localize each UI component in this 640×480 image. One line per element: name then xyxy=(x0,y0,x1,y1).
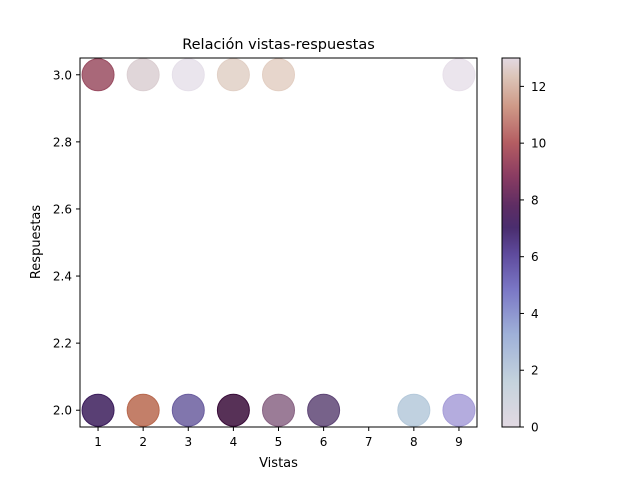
colorbar-tick-label: 12 xyxy=(531,80,546,94)
colorbar-tick-label: 4 xyxy=(531,307,539,321)
colorbar-tick-label: 10 xyxy=(531,137,546,151)
colorbar-axis: 0 2 4 6 8 10 12 xyxy=(520,80,546,435)
scatter-point xyxy=(126,393,160,427)
y-tick-label: 2.6 xyxy=(53,202,72,216)
x-tick-label: 9 xyxy=(455,435,463,449)
colorbar-tick-label: 2 xyxy=(531,364,539,378)
scatter-point xyxy=(81,393,115,427)
scatter-point xyxy=(442,58,476,92)
colorbar xyxy=(501,57,521,428)
scatter-point xyxy=(216,58,250,92)
x-axis: 1 2 3 4 5 6 7 8 9 xyxy=(94,427,463,449)
points-layer xyxy=(81,58,476,427)
scatter-point xyxy=(442,393,476,427)
scatter-point xyxy=(171,393,205,427)
y-tick-label: 2.0 xyxy=(53,404,72,418)
x-tick-label: 3 xyxy=(184,435,192,449)
x-tick-label: 5 xyxy=(275,435,283,449)
y-tick-label: 2.2 xyxy=(53,337,72,351)
scatter-point xyxy=(216,393,250,427)
plot-frame xyxy=(79,57,478,428)
x-axis-label: Vistas xyxy=(259,456,298,471)
y-axis-label: Respuestas xyxy=(29,205,44,280)
scatter-point xyxy=(262,393,295,427)
y-tick-label: 2.4 xyxy=(53,270,72,284)
scatter-point xyxy=(81,58,115,92)
scatter-point xyxy=(307,393,341,427)
colorbar-tick-label: 6 xyxy=(531,250,539,264)
x-tick-label: 2 xyxy=(139,435,147,449)
scatter-point xyxy=(262,58,295,92)
x-tick-label: 8 xyxy=(410,435,418,449)
x-tick-label: 4 xyxy=(230,435,238,449)
scatter-point xyxy=(171,58,205,92)
scatter-point xyxy=(126,58,160,92)
x-tick-label: 1 xyxy=(94,435,102,449)
scatter-point xyxy=(397,393,431,427)
y-tick-label: 2.8 xyxy=(53,135,72,149)
x-tick-label: 7 xyxy=(365,435,373,449)
x-tick-label: 6 xyxy=(320,435,328,449)
colorbar-tick-label: 0 xyxy=(531,421,539,435)
chart-title: Relación vistas-respuestas xyxy=(182,37,375,53)
y-axis: 2.0 2.2 2.4 2.6 2.8 3.0 xyxy=(53,68,80,418)
colorbar-tick-label: 8 xyxy=(531,193,539,207)
y-tick-label: 3.0 xyxy=(53,68,72,82)
